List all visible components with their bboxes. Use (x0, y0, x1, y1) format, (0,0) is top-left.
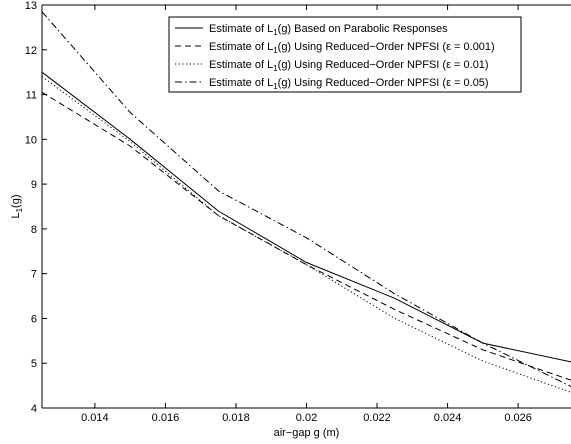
y-tick-label: 12 (25, 45, 37, 57)
x-axis-title: air−gap g (m) (274, 427, 340, 439)
y-tick-label: 8 (31, 224, 37, 236)
y-tick-label: 13 (25, 0, 37, 12)
x-tick-label: 0.014 (81, 412, 109, 424)
x-tick-label: 0.018 (222, 412, 250, 424)
series-line-2 (42, 91, 571, 381)
series-line-4 (42, 11, 571, 387)
legend-box (168, 16, 522, 93)
y-tick-label: 9 (31, 179, 37, 191)
legend: Estimate of L1(g) Based on Parabolic Res… (168, 16, 522, 93)
legend-label-2: Estimate of L1(g) Using Reduced−Order NP… (209, 41, 495, 55)
y-axis-title: L1(g) (10, 194, 24, 218)
legend-label-3: Estimate of L1(g) Using Reduced−Order NP… (209, 59, 489, 73)
legend-label-4: Estimate of L1(g) Using Reduced−Order NP… (209, 77, 489, 91)
y-tick-label: 4 (31, 403, 37, 415)
x-tick-label: 0.02 (296, 412, 317, 424)
legend-label-1: Estimate of L1(g) Based on Parabolic Res… (209, 23, 448, 37)
y-tick-label: 10 (25, 134, 37, 146)
y-tick-label: 5 (31, 358, 37, 370)
x-tick-label: 0.026 (504, 412, 532, 424)
x-tick-label: 0.022 (363, 412, 391, 424)
axes-layer: 0.014 0.016 0.018 0.02 0.022 0.024 0.026 4 5 6 7 8 9… (10, 0, 571, 439)
x-tick-label: 0.016 (152, 412, 180, 424)
series-layer (42, 11, 571, 393)
y-tick-label: 6 (31, 313, 37, 325)
y-tick-label: 7 (31, 269, 37, 281)
x-tick-label: 0.024 (434, 412, 462, 424)
y-tick-label: 11 (26, 90, 37, 102)
